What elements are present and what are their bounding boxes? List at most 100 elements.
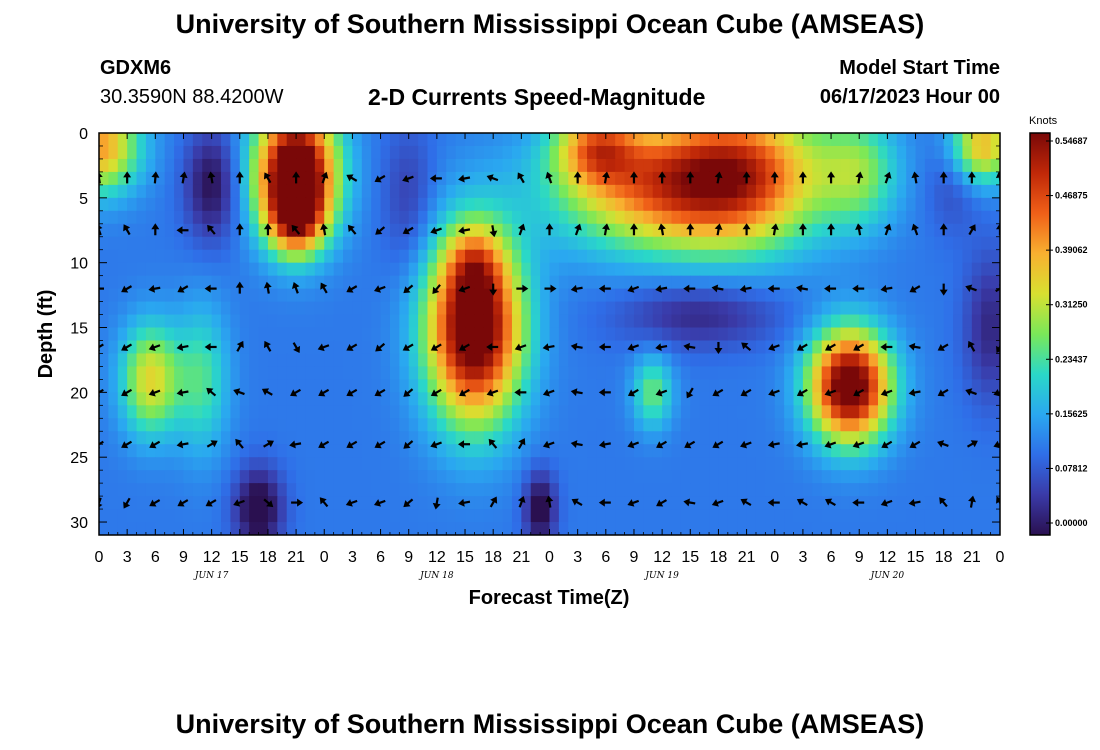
heat-cell [943, 366, 954, 380]
arrow-shaft [828, 500, 836, 507]
heat-cell [258, 509, 269, 523]
heat-cell [746, 236, 757, 251]
heat-cell [155, 418, 166, 432]
heat-cell [784, 327, 795, 342]
heat-cell [286, 405, 297, 419]
heat-cell [389, 262, 400, 277]
heat-cell [943, 249, 954, 264]
heat-cell [831, 210, 842, 225]
y-tick-label: 10 [70, 256, 88, 273]
heat-cell [380, 496, 391, 510]
heat-cell [221, 223, 231, 238]
arrow-shaft [519, 176, 525, 184]
heat-cell [793, 353, 804, 368]
heat-cell [727, 392, 738, 406]
heat-cell [746, 210, 757, 225]
heat-cell [502, 301, 513, 316]
heat-cell [267, 405, 278, 419]
arrow-head [263, 281, 272, 289]
heat-cell [577, 145, 588, 160]
heat-cell [530, 275, 541, 290]
heat-cell [840, 327, 851, 342]
heat-cell [596, 197, 607, 212]
heat-cell [737, 301, 748, 316]
heat-cell [784, 496, 795, 510]
heat-cell [164, 288, 175, 303]
heat-cell [483, 184, 494, 199]
heat-cell [652, 223, 663, 238]
arrow-shaft [800, 287, 809, 291]
heat-cell [127, 184, 138, 199]
heat-cell [380, 249, 391, 264]
heat-cell [455, 509, 466, 523]
arrow-head [345, 499, 353, 507]
page-title: University of Southern Mississippi Ocean… [175, 9, 925, 39]
heat-cell [521, 509, 532, 523]
heat-cell [971, 379, 982, 393]
heat-cell [821, 184, 832, 199]
heat-cell [690, 327, 701, 342]
heat-cell [230, 470, 241, 484]
heat-cell [784, 522, 795, 535]
heat-cell [577, 210, 588, 225]
heat-cell [549, 366, 560, 380]
heat-cell [896, 133, 907, 147]
heat-cell [389, 457, 400, 471]
arrow-shaft [181, 345, 189, 349]
heat-cell [587, 197, 598, 212]
heat-cell [371, 275, 382, 290]
arrow-head [402, 344, 410, 351]
heat-cell [324, 496, 335, 510]
heat-cell [155, 509, 166, 523]
heat-cell [568, 509, 579, 523]
heat-cell [605, 275, 616, 290]
heat-cell [549, 522, 560, 535]
heat-cell [962, 223, 973, 238]
heat-cell [568, 418, 579, 432]
heat-cell [831, 405, 842, 419]
heat-cell [896, 223, 907, 238]
heat-cell [962, 509, 973, 523]
heat-cell [408, 262, 419, 277]
heat-cell [155, 522, 166, 535]
heat-cell [258, 327, 269, 342]
heat-cell [849, 275, 860, 290]
heat-cell [652, 522, 663, 535]
heat-cell [380, 288, 391, 303]
current-arrow [177, 285, 189, 293]
heat-cell [258, 366, 269, 380]
heat-cell [774, 392, 785, 406]
heat-cell [774, 275, 785, 290]
heat-cell [934, 509, 945, 523]
heat-cell [727, 522, 738, 535]
heat-cell [249, 133, 260, 147]
heat-cell [840, 262, 851, 277]
heat-cell [577, 184, 588, 199]
heat-cell [314, 210, 325, 225]
heat-cell [624, 301, 635, 316]
heat-cell [446, 483, 457, 497]
heat-cell [324, 483, 335, 497]
heat-cell [568, 522, 579, 535]
heat-cell [652, 275, 663, 290]
heat-cell [99, 301, 109, 316]
heat-cell [455, 145, 466, 160]
heat-cell [690, 249, 701, 264]
heat-cell [202, 210, 213, 225]
heat-cell [521, 431, 532, 445]
heat-cell [521, 483, 532, 497]
heat-cell [155, 145, 166, 160]
x-tick-label: 9 [404, 549, 413, 566]
heat-cell [540, 275, 551, 290]
arrow-head [598, 342, 605, 351]
heat-cell [821, 171, 832, 186]
heat-cell [953, 236, 964, 251]
arrow-head [488, 438, 496, 447]
heat-cell [549, 392, 560, 406]
heat-cell [352, 314, 363, 329]
heat-cell [286, 418, 297, 432]
heat-cell [352, 457, 363, 471]
heat-cell [314, 262, 325, 277]
heat-cell [502, 197, 513, 212]
heat-cell [652, 327, 663, 342]
